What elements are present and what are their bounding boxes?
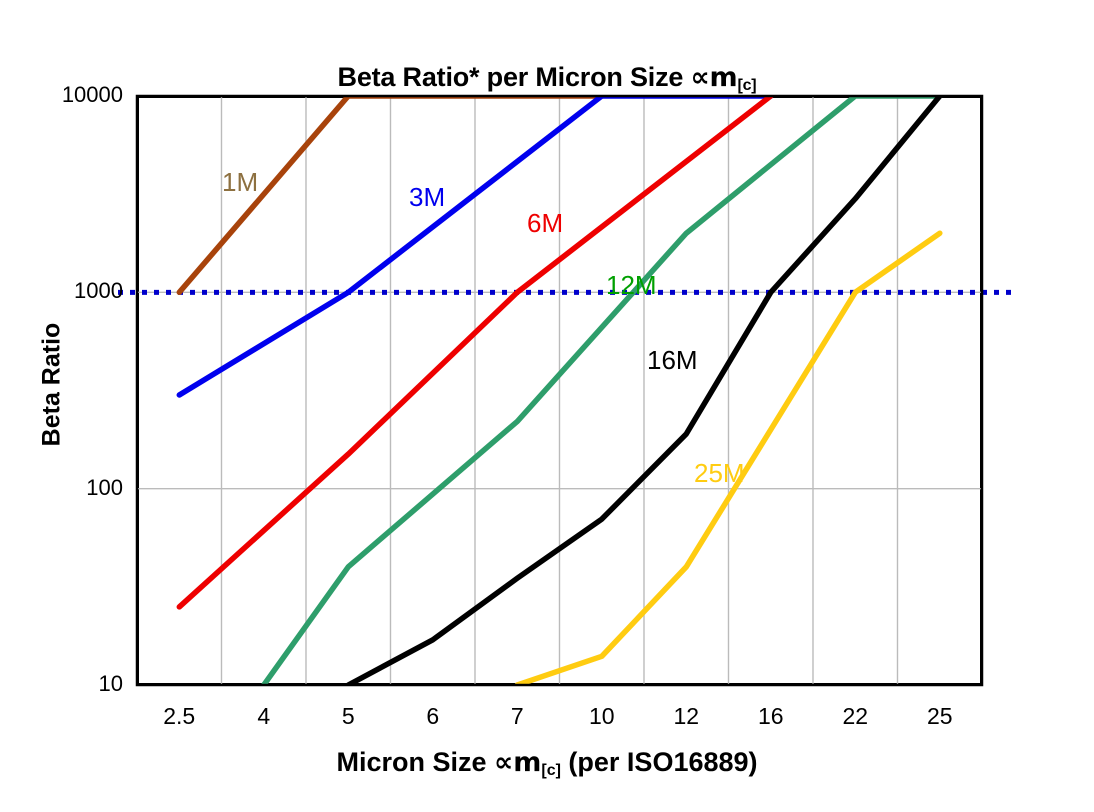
series-label-16m: 16M bbox=[647, 345, 698, 375]
x-tick-label: 22 bbox=[842, 703, 869, 729]
series-label-1m: 1M bbox=[222, 167, 259, 197]
chart-title-main: Beta Ratio* per Micron Size bbox=[337, 62, 691, 92]
x-axis-title: Micron Size ∝m[c] (per ISO16889) bbox=[0, 747, 1094, 780]
x-tick-label: 10 bbox=[588, 703, 615, 729]
series-label-12m: 12M bbox=[606, 270, 657, 300]
series-label-25m: 25M bbox=[694, 458, 745, 488]
chart-title: Beta Ratio* per Micron Size ∝m[c] bbox=[0, 62, 1094, 95]
x-axis-title-tail: (per ISO16889) bbox=[560, 747, 758, 777]
series-label-6m: 6M bbox=[527, 208, 564, 238]
x-axis-title-subscript: [c] bbox=[541, 762, 561, 779]
x-tick-label: 4 bbox=[257, 703, 271, 729]
x-tick-label: 16 bbox=[757, 703, 784, 729]
x-tick-label: 5 bbox=[341, 703, 355, 729]
x-tick-label: 25 bbox=[926, 703, 953, 729]
x-axis-title-main: Micron Size bbox=[336, 747, 494, 777]
y-tick-label: 100 bbox=[86, 474, 123, 500]
x-axis-title-prop-symbol: ∝m bbox=[494, 747, 542, 778]
plot-area bbox=[137, 96, 982, 685]
y-tick-label: 1000 bbox=[74, 278, 123, 304]
x-tick-label: 6 bbox=[426, 703, 440, 729]
y-tick-label: 10 bbox=[98, 671, 123, 696]
chart-title-prop-symbol: ∝m bbox=[690, 62, 738, 93]
x-tick-label: 7 bbox=[510, 703, 524, 729]
y-tick-label: 10000 bbox=[61, 82, 123, 107]
chart-title-subscript: [c] bbox=[737, 77, 757, 94]
series-label-3m: 3M bbox=[409, 182, 446, 212]
x-tick-label: 12 bbox=[673, 703, 700, 729]
x-tick-label: 2.5 bbox=[163, 703, 196, 729]
y-axis-title: Beta Ratio bbox=[37, 322, 66, 447]
